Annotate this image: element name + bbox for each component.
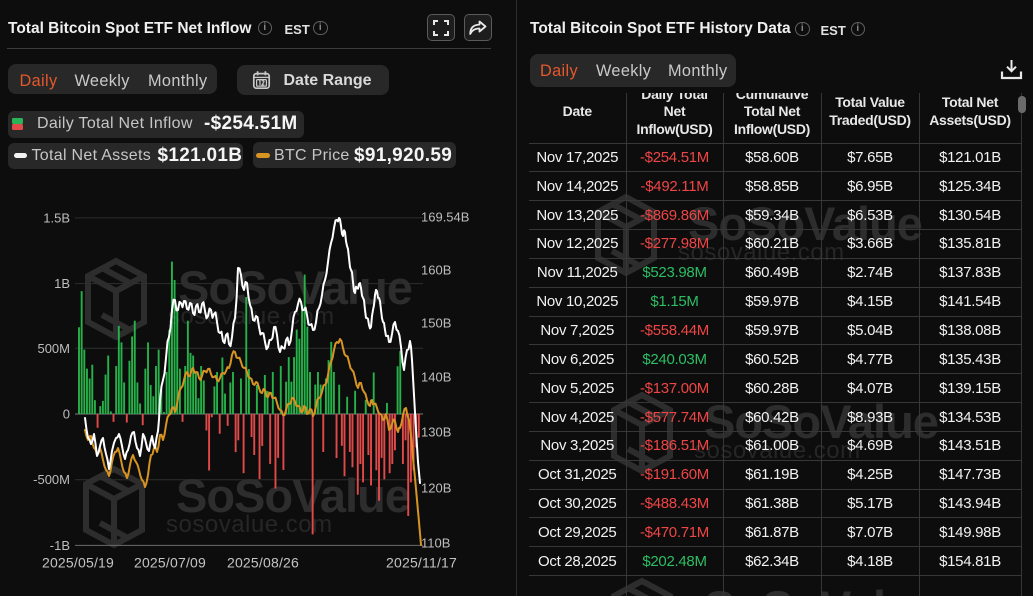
svg-text:110B: 110B — [421, 536, 450, 551]
svg-text:150B: 150B — [421, 316, 451, 331]
svg-text:2025/05/19: 2025/05/19 — [42, 555, 114, 571]
svg-text:2025/11/17: 2025/11/17 — [386, 555, 457, 571]
svg-text:-500M: -500M — [33, 472, 70, 487]
svg-text:169.54B: 169.54B — [421, 210, 469, 225]
svg-text:1.5B: 1.5B — [43, 210, 70, 225]
svg-text:140B: 140B — [421, 370, 451, 385]
svg-text:0: 0 — [63, 407, 70, 422]
svg-text:160B: 160B — [421, 263, 451, 278]
svg-text:2025/07/09: 2025/07/09 — [134, 555, 206, 571]
svg-text:130B: 130B — [421, 425, 451, 440]
svg-text:2025/08/26: 2025/08/26 — [227, 555, 299, 571]
svg-text:1B: 1B — [54, 276, 70, 291]
svg-text:-1B: -1B — [50, 538, 70, 553]
svg-text:120B: 120B — [421, 481, 451, 496]
svg-text:500M: 500M — [37, 341, 70, 356]
